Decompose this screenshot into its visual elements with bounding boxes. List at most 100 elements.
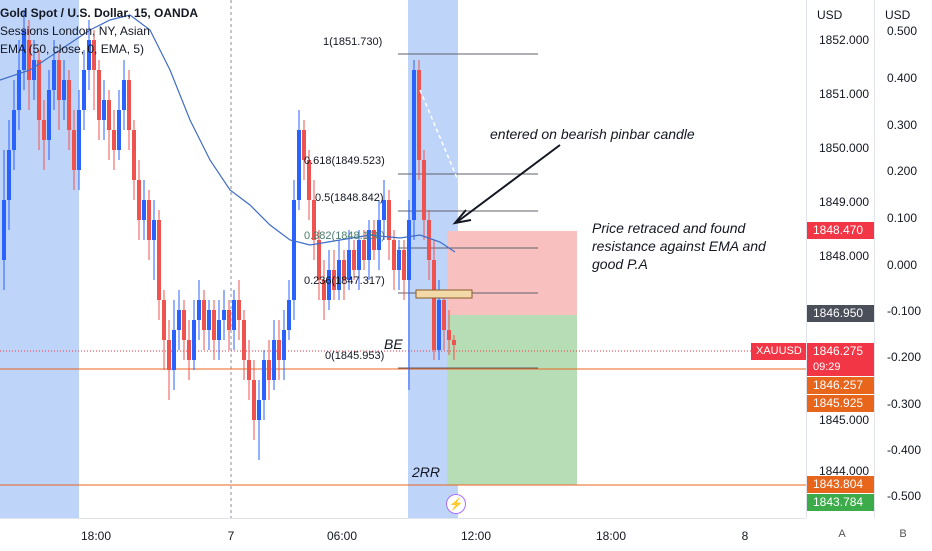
entry-candle-box: [415, 289, 473, 299]
entry-annotation[interactable]: entered on bearish pinbar candle: [490, 126, 695, 142]
candle-body: [332, 270, 336, 290]
price-tick: 1850.000: [819, 141, 870, 155]
candle-body: [347, 250, 351, 280]
take-profit-zone: [447, 315, 577, 485]
candle-body: [52, 60, 56, 90]
candle-body: [342, 260, 346, 280]
target-b-label: 1843.784: [807, 494, 875, 511]
time-tick: 12:00: [460, 529, 492, 543]
candle-body: [222, 310, 226, 320]
candle-body: [452, 340, 456, 345]
fib-label-05: 0.5(1848.842): [315, 192, 384, 204]
candle-body: [362, 240, 366, 260]
arrow-head: [452, 209, 472, 225]
candle-body: [327, 270, 331, 300]
candle-body: [302, 130, 306, 160]
candle-body: [37, 60, 41, 120]
entry-price-label: 1846.950: [807, 305, 875, 322]
candle-body: [82, 70, 86, 110]
annotation-arrow: [456, 144, 561, 223]
candle-body: [187, 340, 191, 360]
percent-axis[interactable]: USD 0.500 0.400 0.300 0.200 0.100 0.000 …: [874, 0, 932, 518]
candle-body: [382, 200, 386, 220]
fib-label-0382: 0.382(1848.160): [304, 230, 385, 242]
candle-body: [337, 260, 341, 290]
percent-tick: 0.300: [887, 118, 918, 132]
percent-tick: 0.400: [887, 71, 918, 85]
candle-body: [117, 110, 121, 150]
candle-body: [152, 220, 156, 240]
level-b-label: 1845.925: [807, 395, 875, 412]
candle-body: [192, 320, 196, 360]
candle-body: [147, 200, 151, 240]
percent-scale-button[interactable]: B: [899, 528, 907, 540]
countdown-label: 09:29: [807, 359, 875, 376]
candle-body: [242, 320, 246, 360]
stop-price-label: 1848.470: [807, 222, 875, 239]
time-tick: 8: [741, 529, 749, 543]
target-a-label: 1843.804: [807, 476, 875, 493]
percent-tick: -0.200: [887, 350, 922, 364]
candle-body: [227, 310, 231, 330]
price-tick: 1851.000: [819, 87, 870, 101]
price-axis[interactable]: USD 1852.000 1851.000 1850.000 1849.000 …: [806, 0, 875, 518]
candle-body: [182, 310, 186, 340]
candle-body: [2, 200, 6, 260]
candle-body: [277, 340, 281, 360]
candle-body: [142, 200, 146, 220]
candle-body: [172, 330, 176, 370]
candle-body: [417, 70, 421, 160]
candle-body: [267, 360, 271, 380]
chart-canvas[interactable]: [0, 0, 806, 518]
percent-tick: -0.400: [887, 443, 922, 457]
time-axis[interactable]: 18:00 7 06:00 12:00 18:00 8: [0, 518, 806, 551]
candle-body: [377, 220, 381, 250]
time-tick: 18:00: [595, 529, 627, 543]
price-tick: 1848.000: [819, 249, 870, 263]
legend-symbol[interactable]: Gold Spot / U.S. Dollar, 15, OANDA: [0, 6, 199, 20]
price-tick: 1844.000: [819, 464, 870, 478]
percent-tick: 0.500: [887, 24, 918, 38]
rr-annotation[interactable]: 2RR: [412, 464, 441, 480]
candle-body: [157, 220, 161, 300]
candle-body: [372, 230, 376, 250]
stop-loss-zone: [447, 231, 577, 315]
be-annotation[interactable]: BE: [384, 336, 403, 352]
candle-body: [367, 230, 371, 260]
chart-pane[interactable]: Gold Spot / U.S. Dollar, 15, OANDA Sessi…: [0, 0, 806, 518]
retrace-annotation[interactable]: Price retraced and found resistance agai…: [592, 220, 766, 272]
percent-tick: -0.300: [887, 397, 922, 411]
candle-body: [387, 200, 391, 240]
candle-body: [212, 310, 216, 340]
candle-body: [287, 300, 291, 330]
candle-body: [282, 330, 286, 360]
percent-tick: -0.500: [887, 489, 922, 503]
legend-sessions[interactable]: Sessions London, NY, Asian: [0, 24, 150, 38]
candle-body: [67, 80, 71, 130]
auto-scale-button[interactable]: A: [838, 528, 846, 540]
candle-body: [317, 240, 321, 280]
percent-tick: 0.200: [887, 164, 918, 178]
fib-label-0: 0(1845.953): [325, 350, 385, 362]
time-tick: 7: [227, 529, 235, 543]
candle-body: [197, 300, 201, 320]
candle-body: [112, 130, 116, 150]
candle-body: [312, 200, 316, 240]
candle-body: [292, 200, 296, 300]
candle-body: [207, 310, 211, 330]
candle-body: [352, 250, 356, 270]
candle-body: [322, 280, 326, 300]
candle-body: [247, 360, 251, 380]
candle-body: [437, 300, 441, 350]
candle-body: [87, 40, 91, 70]
lightning-icon[interactable]: ⚡: [446, 494, 466, 514]
candle-body: [252, 380, 256, 420]
candle-body: [257, 400, 261, 420]
legend-ema[interactable]: EMA (50, close, 0, EMA, 5): [0, 42, 145, 56]
candle-body: [47, 90, 51, 140]
candle-body: [297, 130, 301, 200]
candle-body: [102, 100, 106, 120]
candle-body: [422, 160, 426, 220]
price-tick: 1845.000: [819, 413, 870, 427]
candle-body: [442, 300, 446, 330]
